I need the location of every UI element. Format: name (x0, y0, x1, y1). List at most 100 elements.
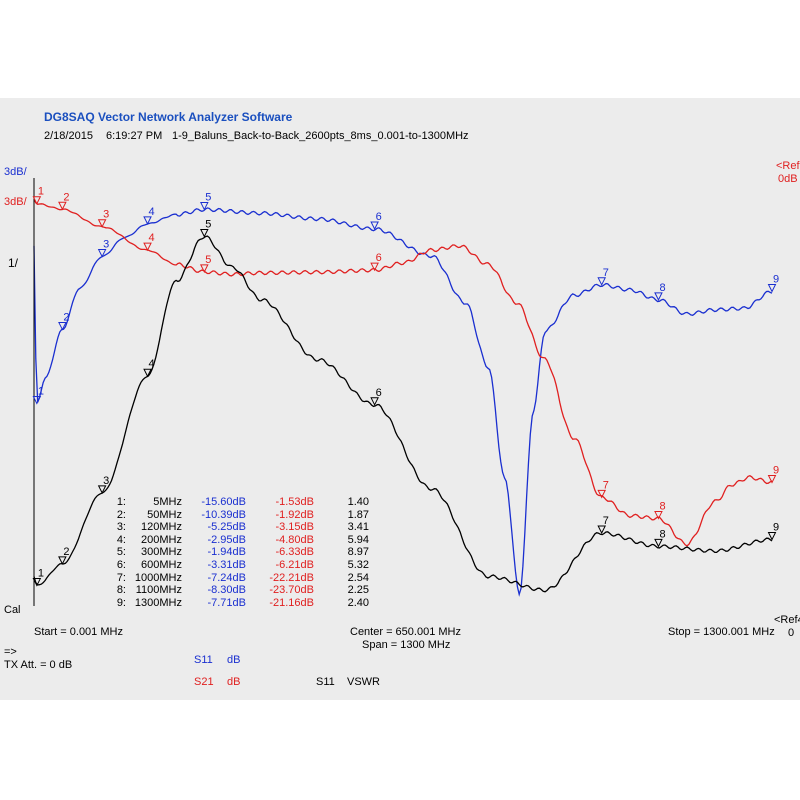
marker-s11-value: -3.31dB (207, 558, 246, 571)
marker-triangle[interactable] (199, 202, 209, 211)
marker-triangle[interactable] (199, 228, 209, 238)
marker-s11-value: -15.60dB (201, 496, 246, 508)
marker-s21-value: -22.21dB (269, 571, 314, 584)
series-line-s21-db (33, 198, 773, 547)
marker-label: 3 (103, 239, 109, 251)
marker-row: 9: 1300MHz -7.71dB -21.16dB 2.40 (108, 597, 369, 610)
marker-id: 5: (116, 546, 126, 559)
marker-triangle[interactable] (370, 221, 379, 231)
s21-ref-value: 0dB (778, 173, 798, 185)
marker-label: 9 (773, 464, 779, 476)
marker-vswr-value: 2.54 (347, 571, 369, 584)
marker-label: 5 (205, 192, 211, 204)
stop-frequency: Stop = 1300.001 MHz (668, 626, 775, 638)
marker-frequency: 300MHz (141, 546, 182, 559)
marker-label: 4 (149, 206, 155, 218)
marker-triangle[interactable] (97, 249, 107, 258)
legend-s21-db-unit[interactable]: dB (227, 676, 241, 688)
series-line-s11-vswr (33, 235, 773, 593)
marker-vswr-value: 2.40 (347, 596, 369, 609)
marker-s21-value: -23.70dB (269, 584, 314, 597)
start-frequency: Start = 0.001 MHz (34, 626, 123, 638)
marker-label: 7 (603, 479, 609, 491)
marker-triangle[interactable] (97, 219, 107, 228)
series-line-s11-db (33, 207, 773, 597)
marker-triangle[interactable] (143, 368, 152, 378)
marker-label: 3 (103, 209, 109, 221)
marker-id: 2: (116, 508, 126, 521)
s11-scale-label: 3dB/ (4, 166, 27, 178)
marker-frequency: 5MHz (153, 496, 182, 508)
marker-row: 3: 120MHz -5.25dB -3.15dB 3.41 (108, 521, 369, 534)
marker-triangle[interactable] (597, 277, 607, 286)
marker-row: 6: 600MHz -3.31dB -6.21dB 5.32 (108, 559, 369, 572)
s21-scale-label: 3dB/ (4, 196, 27, 208)
marker-s11-value: -10.39dB (201, 508, 246, 521)
marker-triangle[interactable] (32, 196, 42, 205)
marker-s11-value: -8.30dB (207, 584, 246, 597)
marker-triangle[interactable] (199, 264, 209, 274)
marker-triangle[interactable] (654, 538, 663, 548)
marker-vswr-value: 5.32 (347, 558, 369, 571)
marker-id: 9: (116, 596, 126, 609)
marker-triangle[interactable] (97, 485, 107, 494)
marker-label: 2 (63, 546, 69, 558)
marker-label: 4 (149, 232, 155, 244)
legend-s11-db-unit[interactable]: dB (227, 654, 241, 666)
marker-label: 6 (376, 387, 382, 399)
marker-triangle[interactable] (58, 322, 67, 331)
marker-label: 9 (773, 521, 779, 533)
marker-s11-value: -1.94dB (207, 546, 246, 559)
marker-id: 1: (116, 496, 126, 508)
marker-triangle[interactable] (654, 511, 663, 520)
legend-s11-vswr-unit[interactable]: VSWR (347, 676, 380, 688)
marker-triangle[interactable] (767, 531, 777, 541)
sweep-file-name: 1-9_Baluns_Back-to-Back_2600pts_8ms_0.00… (172, 130, 469, 142)
marker-triangle[interactable] (597, 525, 607, 535)
marker-id: 7: (116, 571, 126, 584)
span-frequency: Span = 1300 MHz (362, 639, 451, 651)
marker-vswr-value: 3.41 (347, 521, 369, 534)
marker-triangle[interactable] (58, 201, 67, 211)
marker-triangle[interactable] (32, 396, 42, 405)
marker-triangle[interactable] (370, 262, 379, 272)
vswr-ref-value: 0 (788, 627, 795, 639)
marker-row: 8: 1100MHz -8.30dB -23.70dB 2.25 (108, 584, 369, 597)
marker-s21-value: -6.33dB (275, 546, 314, 559)
legend-s11-vswr-name[interactable]: S11 (316, 676, 335, 688)
marker-row: 2: 50MHz -10.39dB -1.92dB 1.87 (108, 509, 369, 522)
legend-s11-db-name[interactable]: S11 (194, 654, 213, 666)
marker-triangle[interactable] (58, 556, 67, 566)
marker-label: 6 (376, 211, 382, 223)
marker-s21-value: -21.16dB (269, 596, 314, 609)
marker-label: 7 (603, 267, 609, 279)
marker-s21-value: -4.80dB (275, 533, 314, 546)
marker-label: 8 (659, 282, 665, 294)
arrow-indicator: => (4, 646, 17, 658)
marker-vswr-value: 2.25 (347, 584, 369, 597)
marker-triangle[interactable] (370, 397, 379, 406)
marker-triangle[interactable] (143, 242, 152, 252)
marker-s11-value: -2.95dB (207, 533, 246, 546)
marker-label: 3 (103, 475, 109, 487)
marker-frequency: 1300MHz (134, 596, 182, 609)
marker-table: 1: 5MHz -15.60dB -1.53dB 1.40 2: 50MHz -10.39dB… (108, 496, 369, 609)
marker-frequency: 1100MHz (135, 584, 182, 597)
marker-row: 7: 1000MHz -7.24dB -22.21dB 2.54 (108, 572, 369, 585)
plot-panel (0, 98, 800, 700)
legend-s21-db-name[interactable]: S21 (194, 676, 214, 688)
marker-id: 8: (116, 584, 126, 597)
marker-triangle[interactable] (767, 474, 777, 484)
marker-frequency: 200MHz (141, 533, 182, 546)
marker-triangle[interactable] (32, 578, 42, 587)
vswr-scale-label: 1/ (8, 256, 19, 270)
marker-triangle[interactable] (767, 283, 777, 293)
marker-s21-value: -1.92dB (275, 508, 314, 521)
marker-triangle[interactable] (597, 489, 607, 499)
marker-triangle[interactable] (654, 292, 663, 301)
marker-triangle[interactable] (143, 216, 152, 226)
marker-label: 1 (38, 186, 44, 198)
marker-vswr-value: 8.97 (347, 546, 369, 559)
s21-ref-label: <Ref (776, 160, 800, 172)
cal-label: Cal (4, 604, 21, 616)
